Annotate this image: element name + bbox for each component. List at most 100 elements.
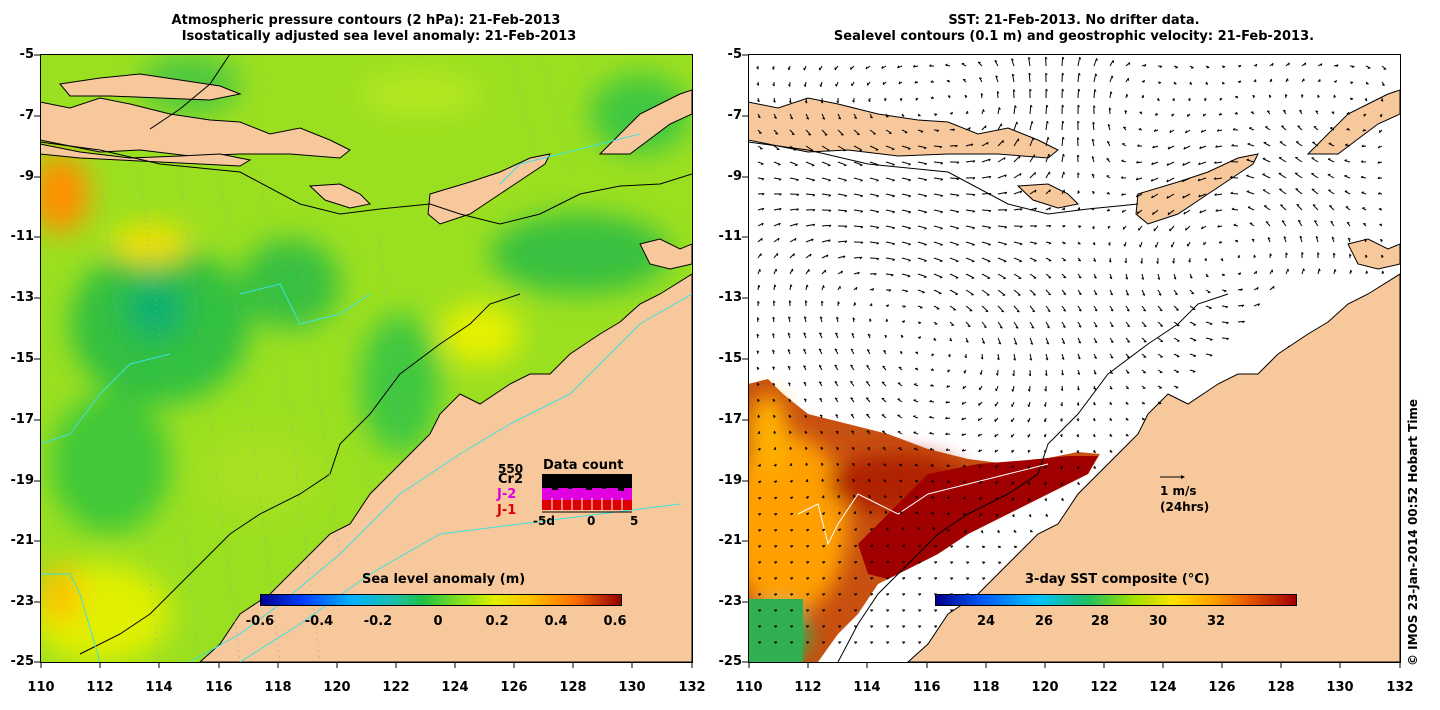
velocity-arrow-head (908, 211, 911, 214)
velocity-arrow-head (1094, 356, 1097, 359)
velocity-arrow-head (1014, 105, 1017, 108)
velocity-arrow-head (1222, 66, 1226, 69)
velocity-arrow-head (1182, 195, 1185, 199)
velocity-arrow-head (1333, 252, 1336, 256)
velocity-arrow-head (1111, 75, 1114, 79)
velocity-arrow (803, 316, 807, 323)
velocity-arrow-head (828, 239, 831, 243)
velocity-arrow (981, 241, 991, 245)
velocity-arrow (1139, 241, 1143, 248)
velocity-arrow-head (923, 276, 927, 279)
velocity-arrow-head (1287, 78, 1289, 82)
velocity-arrow-head (1256, 287, 1259, 290)
velocity-arrow-head (920, 131, 924, 133)
velocity-arrow-head (1091, 173, 1095, 176)
velocity-arrow-head (865, 66, 868, 70)
lat-label: -5 (727, 47, 742, 62)
velocity-arrow-head (1172, 260, 1175, 264)
velocity-arrow (835, 332, 839, 339)
velocity-arrow-head (756, 366, 760, 370)
velocity-arrow (901, 289, 908, 292)
lon-label: 128 (559, 680, 587, 695)
velocity-arrow (1109, 321, 1114, 327)
velocity-arrow (917, 225, 927, 229)
velocity-arrow-head (777, 164, 781, 166)
velocity-arrow-head (853, 494, 856, 498)
velocity-arrow-head (870, 561, 874, 564)
velocity-arrow-head (995, 481, 997, 484)
velocity-arrow-head (980, 93, 984, 96)
velocity-arrow-head (901, 115, 905, 117)
velocity-arrow-head (822, 528, 826, 532)
velocity-arrow (1013, 155, 1021, 163)
velocity-arrow-head (1062, 136, 1065, 140)
velocity-arrow (1092, 122, 1095, 131)
velocity-arrow-head (803, 348, 806, 351)
velocity-arrow (1327, 158, 1335, 163)
velocity-arrow-head (1106, 208, 1110, 212)
velocity-arrow (1215, 209, 1223, 212)
velocity-arrow (933, 193, 943, 197)
velocity-arrow (1157, 305, 1163, 312)
velocity-arrow-head (1350, 81, 1354, 84)
velocity-arrow-head (774, 593, 778, 596)
velocity-arrow-head (1120, 176, 1124, 179)
velocity-arrow (1013, 321, 1019, 329)
lon-label: 122 (382, 680, 410, 695)
velocity-arrow (1125, 337, 1131, 343)
velocity-arrow (997, 107, 1000, 115)
velocity-arrow-head (979, 513, 981, 517)
velocity-arrow-head (884, 334, 888, 337)
velocity-arrow-head (758, 577, 762, 580)
velocity-arrow-head (823, 285, 825, 288)
velocity-arrow-head (956, 211, 960, 214)
velocity-arrow-head (961, 433, 964, 436)
velocity-arrow (949, 225, 959, 229)
velocity-arrow-head (918, 577, 922, 580)
lon-label: 132 (678, 680, 706, 695)
lat-label: -21 (10, 533, 35, 548)
velocity-arrow (821, 269, 827, 275)
left-title-line2: Isostatically adjusted sea level anomaly… (181, 29, 577, 44)
velocity-arrow (981, 141, 989, 147)
velocity-arrow (1214, 193, 1223, 196)
sst-map-graphic (748, 54, 1400, 662)
velocity-arrow-head (866, 365, 870, 367)
velocity-arrow (1183, 209, 1191, 215)
velocity-arrow (965, 289, 974, 296)
velocity-arrow-head (1141, 277, 1144, 280)
velocity-arrow-head (1188, 260, 1191, 263)
velocity-arrow-head (997, 91, 1000, 94)
velocity-arrow-head (1159, 309, 1163, 312)
velocity-arrow-head (995, 388, 997, 392)
velocity-arrow (1299, 236, 1303, 243)
sst-land (748, 89, 1400, 662)
velocity-arrow (1141, 273, 1145, 280)
velocity-arrow-head (834, 381, 838, 383)
velocity-arrow-head (1014, 342, 1018, 345)
velocity-arrow-head (988, 158, 991, 162)
velocity-arrow-head (758, 497, 762, 500)
velocity-arrow-head (917, 526, 920, 530)
velocity-arrow-head (1045, 88, 1048, 92)
velocity-arrow-head (758, 414, 760, 418)
velocity-arrow-head (1110, 325, 1114, 328)
velocity-arrow-head (1204, 258, 1207, 262)
velocity-arrow-head (1166, 195, 1169, 199)
velocity-arrow (1237, 304, 1244, 307)
velocity-arrow-head (1142, 95, 1145, 98)
velocity-arrow (981, 209, 992, 212)
velocity-arrow-head (902, 609, 906, 612)
velocity-arrow-head (967, 325, 971, 328)
velocity-arrow-head (850, 413, 854, 416)
velocity-arrow-head (803, 365, 807, 368)
velocity-arrow-head (1012, 373, 1015, 377)
velocity-arrow-head (757, 382, 760, 386)
velocity-arrow (869, 225, 879, 228)
velocity-arrow-head (822, 561, 826, 564)
velocity-arrow (773, 129, 779, 135)
velocity-arrow (901, 225, 911, 229)
velocity-arrow-head (789, 446, 792, 450)
velocity-arrow (1330, 221, 1335, 227)
velocity-arrow (1045, 171, 1051, 179)
